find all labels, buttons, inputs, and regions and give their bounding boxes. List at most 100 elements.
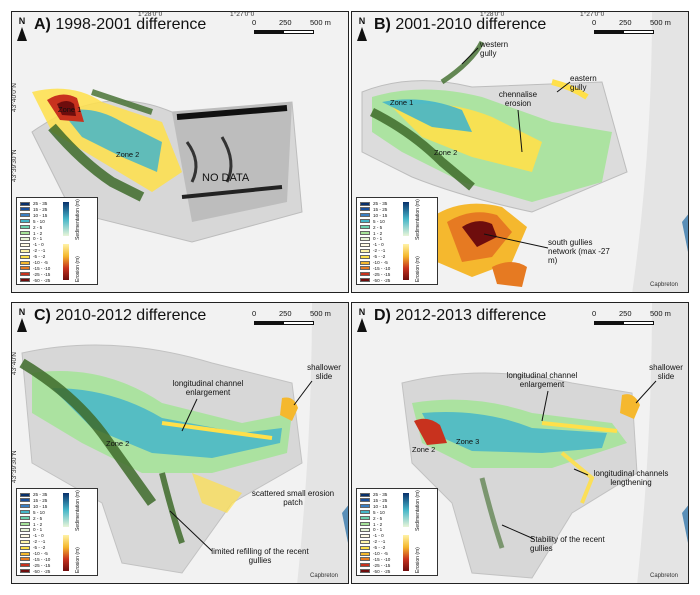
erosion-ramp bbox=[403, 244, 409, 280]
legend-label: -10 - -5 bbox=[33, 551, 48, 556]
panel-title: A) 1998-2001 difference bbox=[34, 16, 207, 33]
legend-swatch bbox=[360, 545, 370, 550]
coord-top-2: 1°27'0"0 bbox=[580, 11, 605, 18]
legend-label: 5 - 10 bbox=[33, 218, 45, 224]
erosion-label: Erosion (m) bbox=[415, 256, 421, 282]
legend-item: 10 - 15 bbox=[20, 504, 47, 509]
place-label: Capbreton bbox=[310, 573, 339, 579]
legend-item: 0 - 1 bbox=[360, 527, 382, 532]
legend-item: 10 - 15 bbox=[360, 213, 387, 218]
legend-label: -15 - -10 bbox=[373, 265, 391, 271]
legend-label: 5 - 10 bbox=[373, 218, 385, 224]
legend-item: 1 - 2 bbox=[20, 522, 42, 527]
legend-label: -50 - -25 bbox=[373, 568, 391, 574]
coord-left-1: 43°40'0"N bbox=[11, 83, 18, 112]
legend-label: 25 - 35 bbox=[373, 201, 388, 206]
legend-label: 2 - 5 bbox=[33, 515, 43, 521]
legend-item: -15 - -10 bbox=[360, 557, 390, 562]
legend-item: -15 - -10 bbox=[20, 557, 50, 562]
legend-swatch bbox=[360, 236, 370, 241]
legend-swatch bbox=[360, 231, 370, 235]
panel-title: C) 2010-2012 difference bbox=[34, 307, 207, 324]
coord-top-1: 1°28'0"0 bbox=[138, 11, 163, 18]
legend-item: -2 - -1 bbox=[20, 248, 45, 253]
annotation-stability: Stability of the recent gullies bbox=[530, 535, 605, 553]
zone-label: Zone 2 bbox=[116, 150, 140, 159]
legend-label: 10 - 15 bbox=[33, 503, 48, 509]
legend-item: -5 - -2 bbox=[20, 545, 45, 550]
legend-swatch bbox=[20, 207, 30, 212]
legend-swatch bbox=[20, 201, 30, 206]
legend-swatch bbox=[360, 504, 370, 509]
legend-label: 15 - 25 bbox=[33, 497, 48, 503]
panel-title: D) 2012-2013 difference bbox=[374, 307, 547, 324]
erosion-ramp bbox=[63, 535, 69, 571]
legend-item: -25 - -15 bbox=[360, 272, 390, 277]
legend-item: -50 - -25 bbox=[360, 569, 390, 574]
legend-swatch bbox=[360, 563, 370, 568]
legend-label: 0 - 1 bbox=[373, 527, 383, 533]
place-label: Capbreton bbox=[650, 573, 679, 579]
legend-item: -25 - -15 bbox=[20, 563, 50, 568]
legend-swatch bbox=[360, 516, 370, 521]
annotation-channel-enlargement: longitudinal channel enlargement bbox=[506, 371, 578, 389]
legend-label: -25 - -15 bbox=[33, 271, 51, 277]
legend-label: -2 - -1 bbox=[373, 539, 386, 545]
legend-item: 25 - 35 bbox=[20, 201, 47, 206]
legend-item: 5 - 10 bbox=[360, 219, 385, 224]
legend-swatch bbox=[20, 225, 30, 230]
legend-swatch bbox=[360, 272, 370, 277]
legend-item: 15 - 25 bbox=[360, 207, 387, 212]
sedimentation-ramp bbox=[63, 493, 69, 527]
legend-label: -1 - 0 bbox=[33, 242, 44, 248]
legend-item: -25 - -15 bbox=[360, 563, 390, 568]
sedimentation-label: Sedimentation (m) bbox=[75, 199, 81, 240]
annotation-arrows bbox=[461, 47, 571, 249]
legend-swatch bbox=[20, 569, 30, 574]
legend-swatch bbox=[20, 272, 30, 277]
zone-label: Zone 3 bbox=[456, 437, 480, 446]
legend-swatch bbox=[20, 254, 30, 259]
legend-label: 1 - 2 bbox=[373, 521, 383, 527]
legend-item: -25 - -15 bbox=[20, 272, 50, 277]
legend-item: 25 - 35 bbox=[20, 492, 47, 497]
sedimentation-label: Sedimentation (m) bbox=[415, 199, 421, 240]
legend-swatch bbox=[20, 510, 30, 515]
legend-swatch bbox=[360, 498, 370, 503]
legend-label: -10 - -5 bbox=[373, 551, 388, 556]
legend-swatch bbox=[360, 225, 370, 230]
legend-item: 2 - 5 bbox=[360, 225, 382, 230]
map-b bbox=[352, 12, 688, 292]
panel-title: B) 2001-2010 difference bbox=[374, 16, 547, 33]
sedimentation-ramp bbox=[63, 202, 69, 236]
legend-label: 15 - 25 bbox=[373, 206, 388, 212]
annotation-limited-refilling: limited refilling of the recent gullies bbox=[211, 547, 309, 565]
legend-item: 15 - 25 bbox=[20, 207, 47, 212]
legend-item: 2 - 5 bbox=[20, 516, 42, 521]
sedimentation-ramp bbox=[403, 202, 409, 236]
coord-top-2: 1°27'0"0 bbox=[230, 11, 255, 18]
legend-label: -1 - 0 bbox=[373, 533, 384, 539]
legend-swatch bbox=[360, 551, 370, 556]
zone-label: Zone 2 bbox=[434, 148, 458, 157]
legend-swatch bbox=[360, 278, 370, 283]
legend-item: 0 - 1 bbox=[20, 236, 42, 241]
legend-swatch bbox=[360, 260, 370, 265]
legend-label: 15 - 25 bbox=[33, 206, 48, 212]
legend-item: -10 - -5 bbox=[360, 551, 388, 556]
sedimentation-ramp bbox=[403, 493, 409, 527]
legend-swatch bbox=[360, 492, 370, 497]
legend-label: -15 - -10 bbox=[33, 265, 51, 271]
legend-item: 25 - 35 bbox=[360, 492, 387, 497]
legend-label: -1 - 0 bbox=[33, 533, 44, 539]
legend-label: -25 - -15 bbox=[373, 271, 391, 277]
legend-swatch bbox=[20, 498, 30, 503]
legend-label: -10 - -5 bbox=[373, 260, 388, 265]
legend-label: 0 - 1 bbox=[373, 236, 383, 242]
scale-bar: 0 250 500 m bbox=[592, 18, 674, 40]
legend-item: -10 - -5 bbox=[20, 551, 48, 556]
legend-item: 10 - 15 bbox=[20, 213, 47, 218]
legend-item: -2 - -1 bbox=[20, 539, 45, 544]
